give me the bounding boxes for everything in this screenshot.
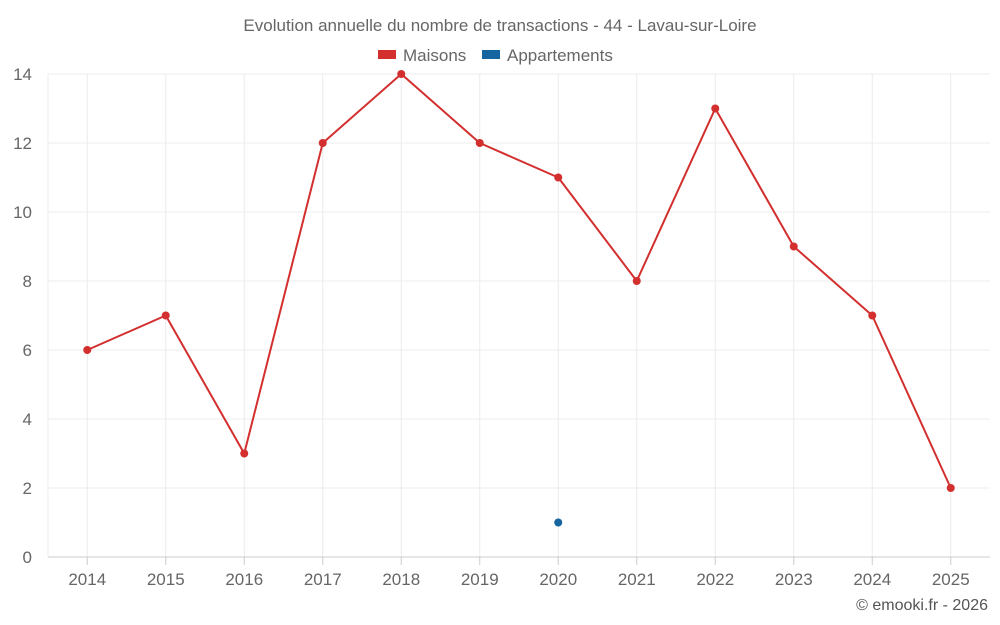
data-point-maisons[interactable] [318, 139, 327, 147]
series [83, 70, 955, 527]
x-tick-label: 2024 [853, 570, 891, 589]
y-tick-label: 12 [13, 134, 32, 153]
x-tick-label: 2023 [775, 570, 813, 589]
data-point-appartements[interactable] [554, 518, 563, 527]
x-tick-label: 2025 [932, 570, 970, 589]
legend: Maisons Appartements [378, 46, 613, 65]
credit-text: © emooki.fr - 2026 [856, 597, 988, 614]
data-point-maisons[interactable] [240, 449, 249, 458]
data-point-maisons[interactable] [946, 484, 955, 492]
y-tick-label: 2 [23, 479, 32, 498]
x-tick-label: 2022 [696, 570, 734, 589]
series-appartements [554, 518, 563, 527]
data-point-maisons[interactable] [475, 139, 484, 147]
x-tick-label: 2014 [68, 570, 106, 589]
legend-swatch-appartements [482, 50, 500, 59]
series-maisons [83, 70, 955, 492]
data-point-maisons[interactable] [868, 311, 877, 320]
y-tick-label: 6 [23, 341, 32, 360]
x-tick-label: 2018 [382, 570, 420, 589]
y-tick-label: 10 [13, 203, 32, 222]
legend-label-appartements[interactable]: Appartements [507, 46, 613, 65]
x-tick-label: 2017 [304, 570, 342, 589]
legend-label-maisons[interactable]: Maisons [403, 46, 466, 65]
chart-title: Evolution annuelle du nombre de transact… [243, 16, 756, 35]
y-tick-label: 4 [23, 410, 32, 429]
data-point-maisons[interactable] [789, 242, 798, 251]
x-tick-label: 2016 [225, 570, 263, 589]
data-point-maisons[interactable] [83, 346, 92, 354]
data-point-maisons[interactable] [397, 70, 406, 78]
axes: 0 2 4 6 8 10 12 14 2014 2015 2016 2017 2018 2019 2020 2… [13, 65, 990, 589]
y-tick-label: 14 [13, 65, 32, 84]
data-point-maisons[interactable] [161, 311, 170, 320]
y-tick-label: 0 [23, 548, 32, 567]
x-tick-label: 2020 [539, 570, 577, 589]
x-tick-label: 2015 [147, 570, 185, 589]
series-line-maisons [86, 73, 952, 489]
grid [48, 73, 990, 557]
legend-swatch-maisons [378, 50, 396, 59]
data-point-maisons[interactable] [711, 104, 720, 113]
x-tick-label: 2021 [618, 570, 656, 589]
data-point-maisons[interactable] [632, 277, 641, 285]
y-tick-label: 8 [23, 272, 32, 291]
data-point-maisons[interactable] [554, 173, 563, 182]
x-tick-label: 2019 [461, 570, 499, 589]
